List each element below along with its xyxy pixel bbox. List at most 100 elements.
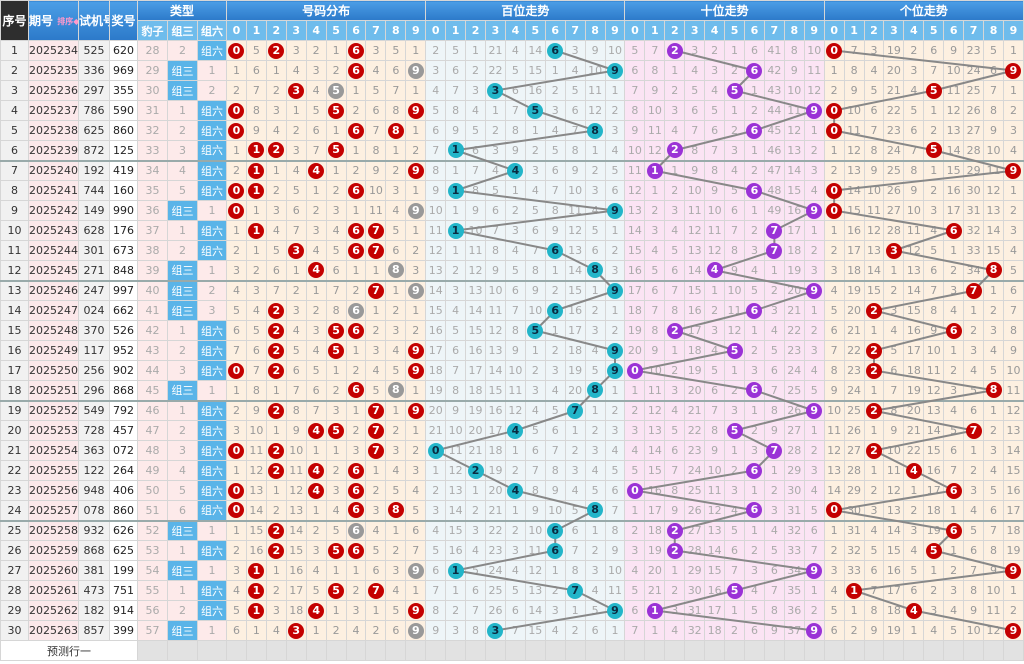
- sort-icon[interactable]: 排序◆: [57, 17, 77, 26]
- hit-ball: 2: [467, 462, 484, 479]
- bai-omission-cell: 20: [485, 480, 506, 501]
- bai-omission-cell: 2: [584, 540, 606, 561]
- shi-omission-cell: 46: [763, 140, 785, 162]
- bao-cell: 57: [137, 620, 168, 641]
- predict-cell[interactable]: [963, 640, 985, 661]
- predict-cell[interactable]: [405, 640, 427, 661]
- hit-ball: 6: [746, 462, 763, 479]
- ge-omission-cell: 15: [983, 240, 1004, 261]
- issue-cell: 2025241: [28, 180, 79, 201]
- bao-cell: 53: [137, 540, 168, 561]
- predict-cell[interactable]: [524, 640, 546, 661]
- predict-cell[interactable]: [863, 640, 885, 661]
- predict-cell[interactable]: [325, 640, 347, 661]
- predict-cell[interactable]: [425, 640, 447, 661]
- bai-omission-cell: 15: [524, 620, 546, 641]
- dist-omission-cell: 1: [345, 400, 367, 421]
- predict-cell[interactable]: [445, 640, 467, 661]
- shi-omission-cell: 1: [624, 380, 646, 402]
- bai-omission-cell: 9: [504, 340, 526, 361]
- predict-cell[interactable]: [883, 640, 905, 661]
- predict-cell[interactable]: [903, 640, 925, 661]
- predict-cell[interactable]: [196, 640, 228, 661]
- predict-cell[interactable]: [704, 640, 726, 661]
- predict-cell[interactable]: [724, 640, 745, 661]
- predict-cell[interactable]: [305, 640, 327, 661]
- dist-header: 号码分布: [226, 0, 427, 21]
- predict-cell[interactable]: [923, 640, 945, 661]
- predict-cell[interactable]: [664, 640, 686, 661]
- predict-cell[interactable]: [684, 640, 706, 661]
- shi-omission-cell: 9: [704, 180, 726, 201]
- predict-cell[interactable]: [843, 640, 865, 661]
- predict-cell[interactable]: [485, 640, 506, 661]
- predict-cell[interactable]: [644, 640, 666, 661]
- shi-omission-cell: 27: [783, 420, 805, 441]
- draw-number-cell: 399: [109, 620, 138, 641]
- bai-omission-cell: 9: [485, 260, 506, 282]
- predict-cell[interactable]: [365, 640, 387, 661]
- predict-cell[interactable]: [744, 640, 765, 661]
- draw-number-cell: 902: [109, 360, 138, 381]
- dist-omission-cell: 3: [305, 320, 327, 341]
- dist-omission-cell: 2: [226, 80, 247, 101]
- ge-omission-cell: 17: [903, 340, 925, 361]
- dist-hit-cell: 0: [226, 100, 247, 121]
- predict-cell[interactable]: [943, 640, 965, 661]
- predict-cell[interactable]: [265, 640, 287, 661]
- seq-cell: 8: [0, 180, 29, 201]
- dist-hit-cell: 2: [265, 300, 287, 321]
- predict-cell[interactable]: [584, 640, 606, 661]
- dist-omission-cell: 1: [325, 40, 347, 61]
- predict-cell[interactable]: [763, 640, 785, 661]
- predict-cell[interactable]: [1002, 640, 1024, 661]
- dist-omission-cell: 2: [345, 420, 367, 441]
- bai-omission-cell: 6: [544, 420, 566, 441]
- predict-cell[interactable]: [226, 640, 247, 661]
- zu3-omission: 3: [167, 360, 198, 381]
- shi-omission-cell: 9: [724, 260, 745, 282]
- test-number-cell: 857: [78, 620, 110, 641]
- predict-cell[interactable]: [544, 640, 566, 661]
- predict-cell[interactable]: [285, 640, 307, 661]
- ge-omission-cell: 7: [863, 580, 885, 601]
- shi-omission-cell: 10: [644, 100, 666, 121]
- dist-omission-cell: 3: [265, 100, 287, 121]
- predict-cell[interactable]: [345, 640, 367, 661]
- dist-hit-cell: 1: [245, 140, 267, 162]
- predict-cell[interactable]: [604, 640, 626, 661]
- dist-omission-cell: 4: [325, 500, 347, 522]
- predict-cell[interactable]: [504, 640, 526, 661]
- bai-omission-cell: 6: [584, 240, 606, 261]
- predict-cell[interactable]: [983, 640, 1004, 661]
- hit-ball: 9: [407, 162, 424, 179]
- predict-cell[interactable]: [167, 640, 198, 661]
- ge-omission-cell: 11: [863, 200, 885, 221]
- digit-col-header: 9: [1002, 20, 1024, 41]
- shi-hit-cell: 2: [664, 540, 686, 561]
- predict-cell[interactable]: [385, 640, 407, 661]
- bai-omission-cell: 6: [445, 340, 467, 361]
- ge-hit-cell: 6: [943, 220, 965, 241]
- predict-cell[interactable]: [823, 640, 845, 661]
- bai-omission-cell: 5: [465, 120, 487, 141]
- ge-omission-cell: 7: [903, 140, 925, 162]
- dist-hit-cell: 6: [345, 540, 367, 561]
- predict-cell[interactable]: [803, 640, 825, 661]
- hit-ball: 7: [766, 242, 783, 259]
- predict-cell[interactable]: [564, 640, 586, 661]
- bai-omission-cell: 3: [604, 420, 626, 441]
- shi-omission-cell: 32: [783, 520, 805, 541]
- predict-cell[interactable]: [465, 640, 487, 661]
- hit-ball: 9: [407, 342, 424, 359]
- predict-cell[interactable]: [137, 640, 168, 661]
- dist-omission-cell: 18: [285, 600, 307, 621]
- predict-cell[interactable]: [624, 640, 646, 661]
- hit-ball: 5: [328, 142, 345, 159]
- issue-header[interactable]: 期号 排序◆: [28, 0, 79, 41]
- bai-omission-cell: 8: [524, 260, 546, 282]
- ge-omission-cell: 9: [963, 600, 985, 621]
- predict-cell[interactable]: [245, 640, 267, 661]
- predict-cell[interactable]: [783, 640, 805, 661]
- dist-omission-cell: 2: [405, 240, 427, 261]
